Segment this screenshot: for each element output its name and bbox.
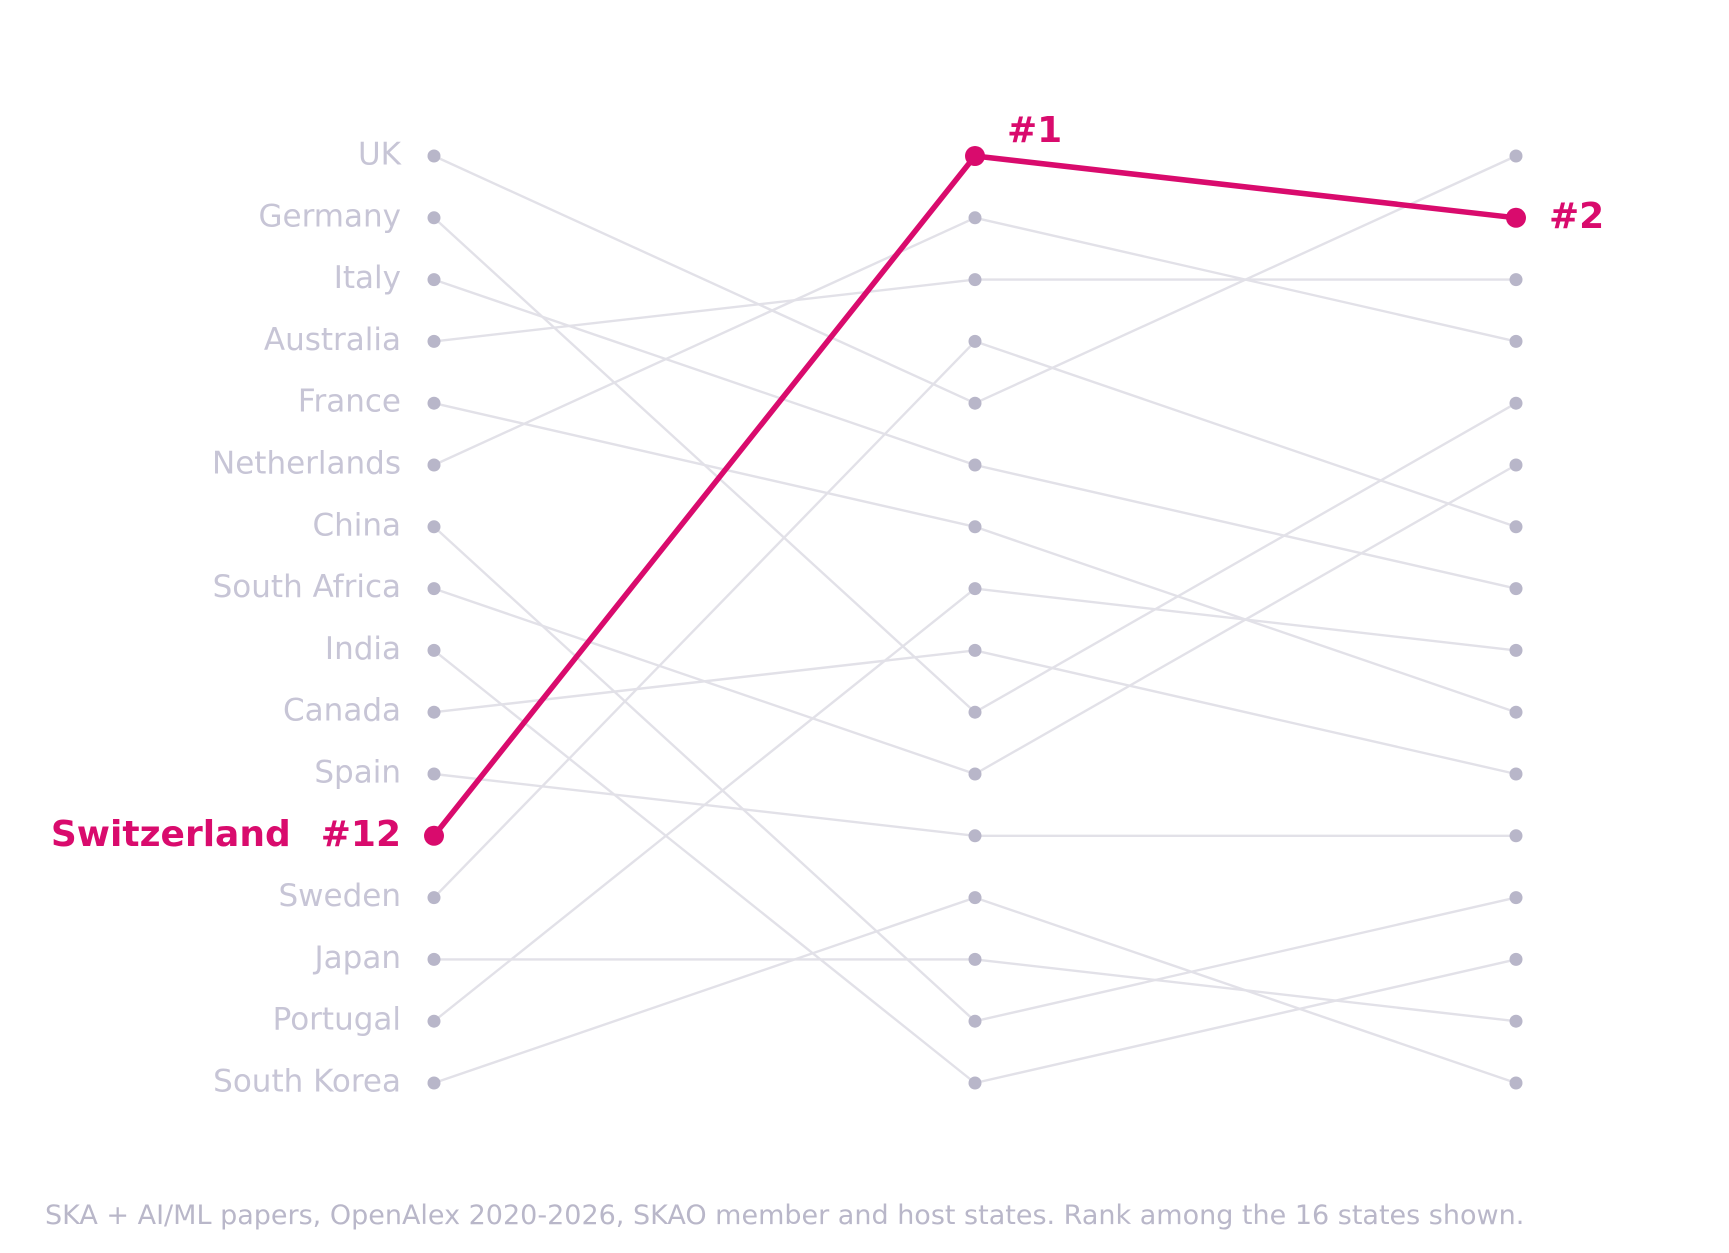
series-line-sweden	[433, 340, 976, 899]
series-point-portugal	[427, 1014, 441, 1028]
series-line-china	[974, 896, 1517, 1023]
highlight-middle-rank: #1	[1007, 110, 1062, 151]
highlight-point-switzerland	[965, 146, 985, 166]
series-point-china	[427, 520, 441, 534]
muted-dots-group	[427, 149, 1523, 1090]
series-point-italy	[1509, 582, 1523, 596]
series-line-netherlands	[974, 216, 1517, 343]
series-point-netherlands	[1509, 334, 1523, 348]
series-line-australia	[433, 278, 976, 343]
series-line-china	[433, 525, 976, 1023]
series-point-india	[968, 1076, 982, 1090]
series-point-france	[427, 396, 441, 410]
country-label-canada: Canada	[283, 693, 401, 729]
country-label-germany: Germany	[259, 198, 401, 234]
series-point-india	[1509, 952, 1523, 966]
series-point-india	[427, 643, 441, 657]
series-line-india	[433, 649, 976, 1084]
series-line-italy	[433, 278, 976, 467]
country-label-japan: Japan	[313, 940, 401, 976]
series-point-south-korea	[427, 1076, 441, 1090]
series-line-germany	[974, 402, 1517, 714]
country-label-south-korea: South Korea	[213, 1064, 401, 1100]
series-point-south-africa	[427, 582, 441, 596]
series-point-sweden	[427, 891, 441, 905]
series-point-germany	[427, 211, 441, 225]
country-label-portugal: Portugal	[273, 1002, 401, 1038]
series-point-france	[1509, 705, 1523, 719]
series-point-uk	[968, 396, 982, 410]
series-line-portugal	[433, 587, 976, 1023]
highlight-point-switzerland	[1506, 207, 1526, 228]
country-label-sweden: Sweden	[278, 878, 401, 914]
series-line-france	[433, 402, 976, 528]
series-point-italy	[968, 458, 982, 472]
country-label-switzerland: Switzerland #12	[51, 814, 401, 855]
series-point-china	[968, 1014, 982, 1028]
muted-lines-group	[433, 154, 1517, 1085]
country-label-uk: UK	[358, 137, 402, 173]
series-point-spain	[427, 767, 441, 781]
series-point-china	[1509, 891, 1523, 905]
series-point-portugal	[968, 582, 982, 596]
series-point-portugal	[1509, 643, 1523, 657]
series-line-netherlands	[433, 216, 976, 467]
country-label-china: China	[312, 507, 401, 543]
series-point-canada	[1509, 767, 1523, 781]
country-label-south-africa: South Africa	[213, 569, 401, 605]
series-point-uk	[1509, 149, 1523, 163]
series-point-australia	[1509, 273, 1523, 287]
series-point-spain	[1509, 829, 1523, 843]
country-label-spain: Spain	[314, 755, 401, 791]
series-point-italy	[427, 273, 441, 287]
country-labels-group: UK Germany Italy Australia France Netherlands…	[51, 137, 402, 1100]
series-point-canada	[427, 705, 441, 719]
footnote: SKA + AI/ML papers, OpenAlex 2020-2026, …	[45, 1200, 1525, 1231]
series-point-germany	[968, 705, 982, 719]
series-line-canada	[433, 649, 976, 714]
series-point-canada	[968, 643, 982, 657]
series-point-netherlands	[427, 458, 441, 472]
series-point-sweden	[1509, 520, 1523, 534]
highlight-group: #1 #2	[424, 110, 1604, 846]
series-point-germany	[1509, 396, 1523, 410]
series-point-south-africa	[968, 767, 982, 781]
series-point-japan	[968, 952, 982, 966]
series-point-south-africa	[1509, 458, 1523, 472]
country-label-india: India	[325, 631, 401, 667]
series-point-south-korea	[1509, 1076, 1523, 1090]
series-line-portugal	[974, 587, 1517, 652]
series-point-south-korea	[968, 891, 982, 905]
series-line-uk	[433, 154, 976, 405]
series-line-canada	[974, 649, 1517, 776]
country-label-netherlands: Netherlands	[212, 446, 401, 482]
series-point-sweden	[968, 334, 982, 348]
highlight-end-rank: #2	[1549, 196, 1604, 237]
series-point-uk	[427, 149, 441, 163]
highlight-point-switzerland	[424, 825, 444, 846]
series-point-australia	[427, 334, 441, 348]
series-line-india	[974, 958, 1517, 1085]
series-point-spain	[968, 829, 982, 843]
series-point-japan	[1509, 1014, 1523, 1028]
highlight-country-name: Switzerland	[51, 814, 291, 855]
country-label-australia: Australia	[264, 322, 401, 358]
series-line-sweden	[974, 340, 1517, 528]
series-line-south-korea	[433, 896, 976, 1085]
series-point-japan	[427, 952, 441, 966]
series-line-south-korea	[974, 896, 1517, 1085]
series-point-australia	[968, 273, 982, 287]
country-label-france: France	[298, 384, 401, 420]
series-point-france	[968, 520, 982, 534]
country-label-italy: Italy	[334, 260, 401, 296]
series-line-italy	[974, 463, 1517, 590]
highlight-start-rank: #12	[321, 814, 401, 855]
series-point-netherlands	[968, 211, 982, 225]
